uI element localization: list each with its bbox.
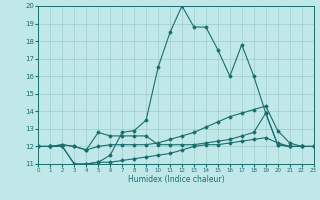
X-axis label: Humidex (Indice chaleur): Humidex (Indice chaleur): [128, 175, 224, 184]
